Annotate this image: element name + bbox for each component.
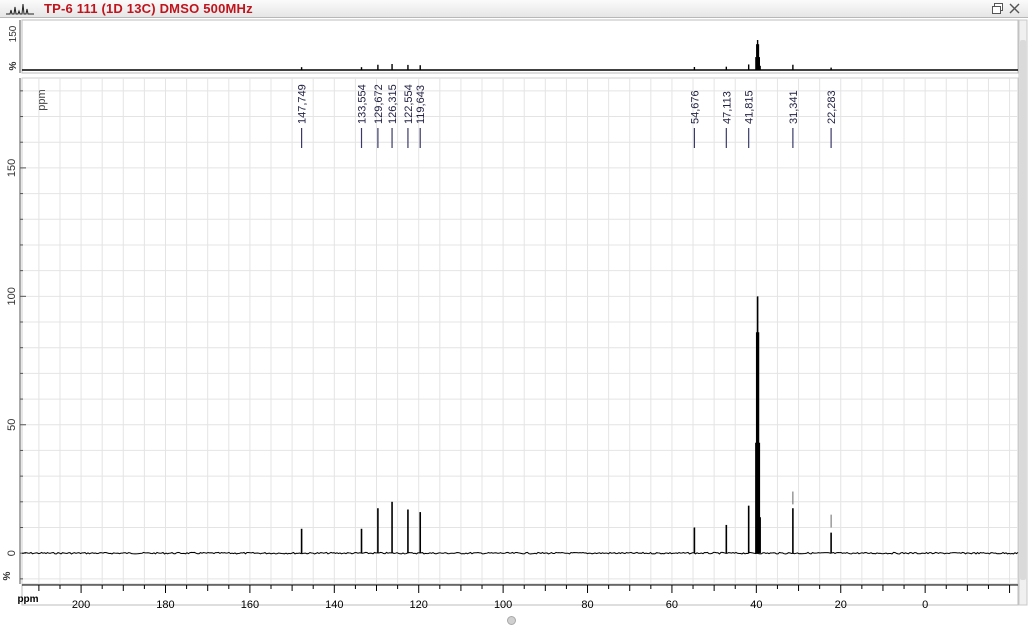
y-axis: 0 50 100 150 xyxy=(6,90,26,580)
x-tick-label: 80 xyxy=(581,599,593,611)
peak-label: 122,554 xyxy=(403,84,415,124)
resize-handle[interactable] xyxy=(507,616,516,625)
title-bar[interactable]: TP-6 111 (1D 13C) DMSO 500MHz xyxy=(0,0,1028,18)
overview-frame xyxy=(21,19,1019,74)
vertical-scrollbar[interactable] xyxy=(1018,19,1028,606)
x-tick-label: 120 xyxy=(410,599,428,611)
y-axis-label: ppm xyxy=(36,89,48,110)
nmr-spectrum[interactable]: 150 % 0 50 100 150 ppm % 147,749 133,554 129,… xyxy=(0,18,1028,614)
y-tick-label: 150 xyxy=(6,159,18,177)
grid xyxy=(22,78,1018,584)
scrollbar-thumb[interactable] xyxy=(1020,40,1026,580)
peak-label: 119,643 xyxy=(415,85,427,124)
restore-icon[interactable] xyxy=(991,2,1004,15)
peak-label: 147,749 xyxy=(297,84,309,124)
window-title: TP-6 111 (1D 13C) DMSO 500MHz xyxy=(44,1,253,16)
overview-tick-label: 150 xyxy=(8,25,19,42)
peaks xyxy=(300,296,832,554)
peak-label: 129,672 xyxy=(373,84,385,124)
overview-tick-label: % xyxy=(8,61,19,70)
spectrum-icon xyxy=(6,3,34,15)
peak-label: 47,113 xyxy=(721,91,733,124)
x-tick-label: 0 xyxy=(922,599,928,611)
integral-marks xyxy=(792,491,832,528)
y-percent-tick: % xyxy=(2,571,13,580)
y-tick-label: 100 xyxy=(6,287,18,305)
close-icon[interactable] xyxy=(1008,2,1021,15)
peak-label: 54,676 xyxy=(689,90,701,124)
x-tick-label: 160 xyxy=(241,599,259,611)
x-tick-label: 100 xyxy=(494,599,512,611)
overview-panel[interactable]: 150 % xyxy=(8,19,1019,74)
y-tick-label: 50 xyxy=(6,419,18,431)
x-tick-label: 60 xyxy=(666,599,678,611)
x-axis-label: ppm xyxy=(17,594,38,605)
peak-label: 31,341 xyxy=(788,90,800,124)
x-tick-label: 40 xyxy=(750,599,762,611)
x-tick-label: 200 xyxy=(72,599,90,611)
peak-label: 133,554 xyxy=(357,84,369,124)
main-plot[interactable]: 0 50 100 150 ppm % 147,749 133,554 129,672 126… xyxy=(2,77,1019,585)
peak-label: 22,283 xyxy=(826,90,838,124)
y-tick-label: 0 xyxy=(6,550,18,556)
x-tick-label: 180 xyxy=(156,599,174,611)
overview-trace xyxy=(22,40,1018,71)
x-axis: 200 180 160 140 120 100 80 60 40 20 0 ppm xyxy=(17,584,1019,611)
plot-frame xyxy=(21,77,1019,585)
peak-labels: 147,749 133,554 129,672 126,315 122,554 119,6… xyxy=(297,84,838,148)
x-tick-label: 140 xyxy=(325,599,343,611)
spectrum-trace xyxy=(21,551,1019,555)
peak-label: 41,815 xyxy=(744,90,756,124)
x-tick-label: 20 xyxy=(835,599,847,611)
peak-label: 126,315 xyxy=(387,84,399,124)
